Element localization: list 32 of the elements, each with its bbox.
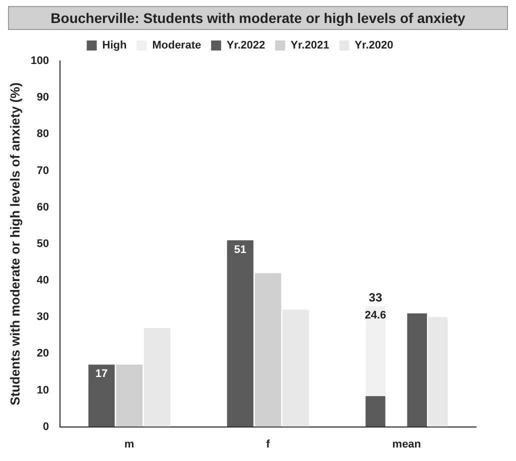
y-tick-label: 20 xyxy=(36,348,49,360)
y-axis-title: Students with moderate or high levels of anxiety (%) xyxy=(7,82,22,406)
y-tick-label: 0 xyxy=(42,420,49,433)
legend-label: Yr.2020 xyxy=(354,40,394,52)
y-tick-label: 100 xyxy=(30,55,49,68)
legend-label: Yr.2022 xyxy=(226,40,266,52)
bar xyxy=(254,273,282,427)
bar xyxy=(88,364,115,427)
y-tick-label: 80 xyxy=(36,128,49,140)
data-label: 51 xyxy=(234,244,246,256)
chart-title: Boucherville: Students with moderate or high levels of anxiety xyxy=(8,6,508,30)
x-tick-label: m xyxy=(124,438,134,450)
x-tick-label: mean xyxy=(392,438,422,450)
data-label: 24.6 xyxy=(364,310,386,322)
y-tick-label: 10 xyxy=(36,384,49,396)
bar xyxy=(366,396,386,427)
bar xyxy=(366,306,386,396)
legend-label: High xyxy=(102,40,127,52)
y-tick-label: 90 xyxy=(36,92,49,104)
legend-label: Yr.2021 xyxy=(290,40,330,52)
y-tick-label: 70 xyxy=(36,164,49,177)
legend-label: Moderate xyxy=(152,40,202,52)
bar xyxy=(227,240,254,427)
y-tick-label: 30 xyxy=(36,311,49,324)
x-tick-label: f xyxy=(266,438,270,450)
annotation: 33 xyxy=(368,290,382,304)
y-tick-label: 50 xyxy=(36,238,49,250)
data-label: 17 xyxy=(95,368,108,380)
y-tick-label: 60 xyxy=(36,201,49,214)
y-tick-label: 40 xyxy=(36,274,49,287)
bar xyxy=(144,328,170,427)
bar xyxy=(116,364,142,427)
